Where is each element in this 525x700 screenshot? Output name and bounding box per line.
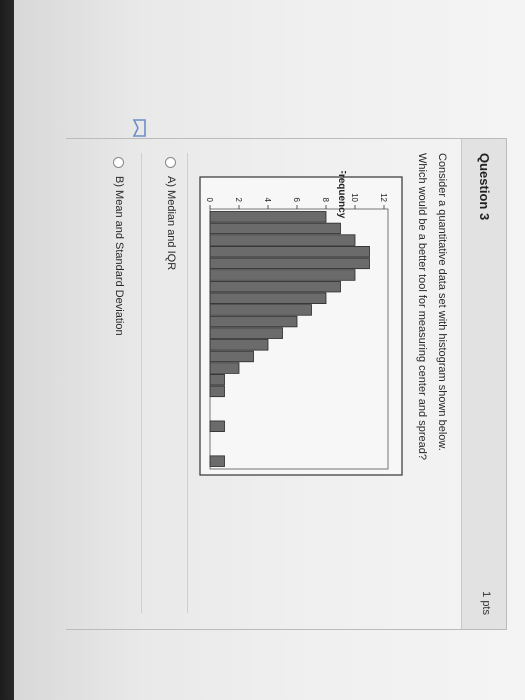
- y-tick-label: 4: [263, 198, 272, 203]
- histogram-bar: [209, 269, 356, 281]
- histogram-bar: [209, 339, 269, 351]
- histogram-bar: [209, 222, 341, 235]
- y-tick-label: 2: [234, 198, 243, 203]
- answer-option-b[interactable]: B) Mean and Standard Deviation: [110, 157, 128, 336]
- histogram-bar: [209, 374, 225, 386]
- histogram-bar: [209, 327, 283, 339]
- answer-option-a[interactable]: A) Median and IQR: [162, 157, 180, 270]
- histogram-bar: [209, 211, 327, 223]
- histogram-bar: [209, 455, 225, 467]
- answer-label: B) Mean and Standard Deviation: [113, 176, 125, 336]
- question-header: Question 3 1 pts: [461, 139, 506, 629]
- histogram-bar: [209, 350, 254, 363]
- y-tick-label: 0: [205, 198, 214, 203]
- histogram-bar: [209, 315, 298, 328]
- screen: Question 3 1 pts Consider a quantitative…: [14, 0, 525, 700]
- radio-button[interactable]: [113, 157, 125, 168]
- y-tick-label: 8: [321, 198, 330, 203]
- question-title: Question 3: [477, 153, 492, 221]
- histogram-bar: [209, 292, 327, 304]
- plot-area: [209, 208, 389, 470]
- histogram-bar: [209, 420, 225, 432]
- histogram-bar: [209, 280, 341, 293]
- y-axis-label: Frequency: [336, 171, 347, 219]
- histogram-chart: Frequency 0 2 4 6 8 10 12: [199, 168, 403, 476]
- divider: [141, 153, 142, 613]
- radio-button[interactable]: [165, 157, 177, 168]
- histogram-bar: [209, 304, 312, 316]
- answer-label: A) Median and IQR: [165, 176, 177, 271]
- histogram-bar: [209, 246, 370, 258]
- quiz-page: Question 3 1 pts Consider a quantitative…: [14, 0, 525, 700]
- y-tick-label: 10: [350, 193, 359, 202]
- y-tick-label: 6: [292, 198, 301, 203]
- histogram-bar: [209, 234, 356, 246]
- histogram-figure: Frequency 0 2 4 6 8 10 12: [196, 168, 406, 481]
- histogram-bar: [209, 362, 240, 374]
- histogram-bar: [209, 385, 225, 398]
- histogram-bar: [209, 257, 370, 270]
- question-text: Consider a quantitative data set with hi…: [436, 153, 448, 451]
- y-tick-label: 12: [379, 193, 388, 202]
- question-points: 1 pts: [480, 591, 492, 615]
- divider: [187, 153, 188, 613]
- question-prompt: Which would be a better tool for measuri…: [416, 153, 428, 460]
- bookmark-flag-icon[interactable]: [131, 118, 147, 138]
- question-card: Question 3 1 pts Consider a quantitative…: [66, 138, 507, 630]
